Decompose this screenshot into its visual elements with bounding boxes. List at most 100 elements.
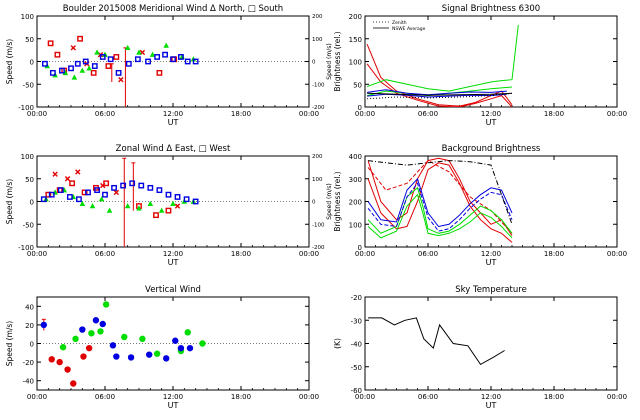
data-point	[174, 194, 181, 200]
data-point	[85, 189, 91, 196]
data-point	[42, 60, 48, 67]
x-tick-label: 12:00	[163, 250, 183, 258]
panel-title: Signal Brightness 6300	[442, 4, 540, 14]
data-point	[170, 56, 176, 63]
y2-tick-label: 100	[312, 37, 323, 43]
data-point	[165, 191, 172, 198]
data-point	[139, 335, 146, 343]
y-tick-label: 0	[358, 104, 362, 112]
x-tick-label: 12:00	[481, 110, 501, 118]
y-axis-label: (K)	[333, 338, 342, 349]
data-point	[71, 74, 78, 80]
data-point	[124, 203, 131, 209]
y-tick-label: -20	[351, 294, 362, 302]
x-axis-label: UT	[168, 118, 179, 127]
data-point	[68, 65, 74, 72]
data-point	[192, 58, 199, 65]
data-point	[64, 366, 71, 373]
plot-area	[366, 25, 519, 107]
y-tick-label: 150	[349, 36, 362, 44]
y-tick-label: 0	[30, 341, 34, 349]
series-line	[367, 92, 513, 100]
data-point	[154, 54, 161, 60]
y-axis-label: Speed (m/s)	[5, 179, 14, 225]
data-point	[183, 196, 190, 203]
series-line	[367, 89, 507, 96]
data-point	[40, 321, 47, 329]
data-point	[138, 182, 145, 189]
data-point	[105, 63, 112, 69]
y-tick-label: 0	[30, 59, 34, 67]
x-tick-label: 00:00	[355, 250, 375, 258]
y-tick-label: 20	[25, 322, 34, 330]
data-point	[99, 54, 106, 60]
y-tick-label: 200	[349, 199, 362, 207]
panel-6: Sky Temperature -60 -50 -40 -30 -20 00:00 06:00…	[333, 285, 627, 410]
data-point	[136, 205, 142, 211]
y-tick-label: -50	[23, 221, 34, 229]
data-point	[69, 180, 76, 187]
y-tick-label: -50	[23, 81, 34, 89]
data-point	[82, 58, 89, 65]
data-point	[111, 184, 117, 191]
data-point	[177, 344, 185, 352]
x-tick-label: 00:00	[299, 393, 319, 401]
data-point	[121, 333, 128, 341]
x-axis-label: UT	[168, 258, 179, 267]
series-line	[368, 160, 513, 225]
y-tick-label: -40	[351, 341, 362, 349]
data-point	[48, 191, 55, 198]
data-point	[158, 207, 165, 213]
data-point	[102, 191, 108, 198]
data-point	[165, 207, 172, 214]
data-point	[124, 44, 131, 51]
y2-tick-label: 200	[312, 154, 323, 160]
data-point	[192, 198, 199, 205]
x-tick-label: 00:00	[607, 250, 627, 258]
data-point	[109, 342, 117, 349]
data-point	[107, 56, 114, 63]
y2-tick-label: 0	[312, 200, 316, 206]
data-point	[156, 187, 163, 194]
data-point	[94, 49, 100, 55]
data-point	[113, 353, 120, 360]
data-point	[77, 35, 83, 42]
y-tick-label: 50	[353, 81, 362, 89]
x-tick-label: 00:00	[607, 393, 627, 401]
x-tick-label: 18:00	[231, 250, 251, 258]
data-point	[99, 320, 106, 328]
data-point	[48, 356, 55, 363]
series-line	[367, 162, 513, 243]
x-tick-label: 00:00	[27, 393, 47, 401]
y2-tick-label: -100	[312, 82, 325, 88]
data-point	[136, 49, 142, 55]
data-point	[54, 51, 61, 58]
data-point	[45, 191, 52, 198]
plot-area	[367, 157, 513, 243]
data-point	[149, 51, 156, 57]
data-point	[72, 335, 79, 343]
y2-tick-label: -100	[312, 222, 325, 228]
plot-area	[368, 317, 505, 366]
y-tick-label: 100	[349, 221, 362, 229]
y-axis-label: Speed (m/s)	[5, 321, 14, 367]
x-tick-label: 06:00	[95, 393, 115, 401]
x-tick-label: 06:00	[95, 250, 115, 258]
data-point	[92, 317, 100, 324]
data-point	[59, 344, 67, 351]
x-tick-label: 18:00	[544, 250, 564, 258]
x-tick-label: 06:00	[418, 393, 438, 401]
y-tick-label: 400	[349, 153, 362, 161]
plot-area	[37, 301, 309, 387]
data-point	[80, 353, 87, 360]
plot-area	[37, 157, 309, 247]
y2-axis-label: Speed (m/s)	[326, 43, 333, 79]
panel-title: Sky Temperature	[455, 285, 527, 295]
y2-tick-label: -200	[312, 105, 325, 111]
data-point	[79, 67, 86, 73]
series-line	[367, 186, 513, 234]
data-point	[127, 354, 135, 361]
y-tick-label: -20	[23, 359, 34, 367]
x-tick-label: 12:00	[163, 110, 183, 118]
data-point	[85, 344, 93, 352]
